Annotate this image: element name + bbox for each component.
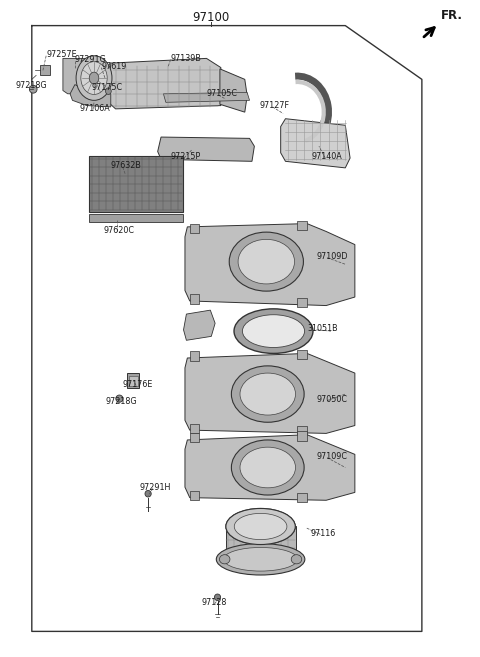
Bar [190,351,199,361]
Bar [298,221,307,230]
Text: 97109C: 97109C [317,452,348,461]
Polygon shape [185,435,355,500]
Polygon shape [185,223,355,306]
Text: FR.: FR. [441,9,463,22]
Text: 97116: 97116 [311,528,336,537]
Text: 97218G: 97218G [106,397,138,407]
Bar [89,156,182,212]
Polygon shape [157,137,254,162]
Bar [40,65,50,76]
Ellipse shape [234,513,287,539]
Bar [298,350,307,359]
Polygon shape [163,93,250,102]
Polygon shape [185,353,355,434]
Ellipse shape [215,594,221,600]
Text: 97291H: 97291H [140,483,171,491]
Ellipse shape [106,88,111,95]
Bar [298,432,307,441]
Text: 97620C: 97620C [104,225,134,235]
Ellipse shape [231,366,304,422]
Text: 31051B: 31051B [307,324,337,333]
Ellipse shape [216,543,305,575]
Polygon shape [281,119,350,168]
Text: 97127F: 97127F [259,101,289,110]
Bar [190,433,199,442]
Bar [127,373,140,388]
Ellipse shape [226,509,295,545]
Ellipse shape [238,239,295,284]
Ellipse shape [240,447,296,487]
Text: 97257E: 97257E [46,50,77,59]
Polygon shape [63,58,89,94]
Bar [89,214,182,221]
Ellipse shape [234,309,313,353]
Ellipse shape [219,555,230,564]
Ellipse shape [229,232,303,291]
Text: 97175C: 97175C [92,83,123,93]
Text: 97106A: 97106A [80,104,110,113]
Ellipse shape [226,509,295,545]
Ellipse shape [291,555,302,564]
Polygon shape [108,58,221,109]
Text: 97128: 97128 [202,598,227,607]
Bar [298,493,307,502]
Text: 97139B: 97139B [170,54,202,63]
Text: 97109D: 97109D [317,252,348,261]
Bar [298,426,307,436]
Ellipse shape [29,85,37,93]
Text: 97050C: 97050C [317,395,348,404]
Bar [129,376,138,386]
Polygon shape [183,310,215,340]
Bar [190,491,199,500]
Text: 97100: 97100 [192,11,230,24]
Bar [190,224,199,233]
Ellipse shape [240,373,296,415]
Text: 97105C: 97105C [206,89,238,99]
Bar [190,424,199,433]
Ellipse shape [242,315,305,348]
Text: 97218G: 97218G [15,81,47,91]
Ellipse shape [81,62,107,95]
Text: 97215P: 97215P [170,152,201,161]
Text: 97140A: 97140A [312,152,343,161]
Ellipse shape [224,547,298,571]
Bar [298,298,307,307]
Polygon shape [226,526,296,559]
Text: 97632B: 97632B [111,162,142,170]
Bar [190,294,199,304]
Text: 97291G: 97291G [75,55,107,64]
Ellipse shape [231,440,304,495]
Ellipse shape [145,490,151,497]
Polygon shape [220,69,247,112]
Ellipse shape [116,395,123,402]
Ellipse shape [89,72,99,84]
Text: 97176E: 97176E [123,380,153,389]
Polygon shape [70,85,111,107]
Text: 97619: 97619 [101,62,127,71]
Ellipse shape [76,56,112,101]
